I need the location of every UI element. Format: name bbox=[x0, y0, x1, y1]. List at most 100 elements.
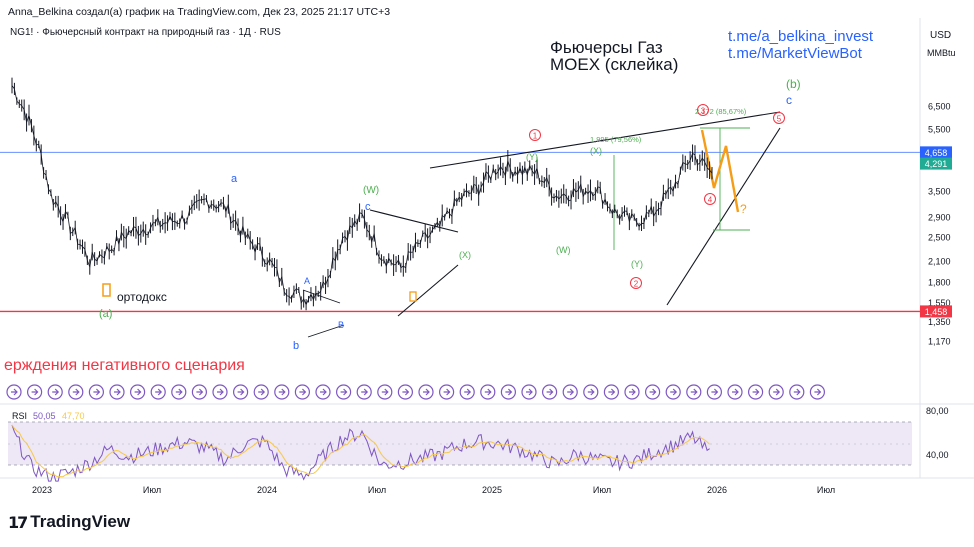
fib-label-left: 1,995 (79,56%) bbox=[590, 135, 642, 144]
event-marker-arrow-icon bbox=[278, 388, 286, 396]
tradingview-logo[interactable]: 17 TradingView bbox=[8, 512, 130, 532]
event-marker-arrow-icon bbox=[464, 388, 472, 396]
rsi-level-lower: 40,00 bbox=[926, 450, 949, 460]
event-marker-arrow-icon bbox=[649, 388, 657, 396]
tradingview-logo-text: TradingView bbox=[30, 512, 131, 531]
wave-c-left: c bbox=[365, 201, 371, 213]
price-line bbox=[11, 85, 713, 306]
event-marker-arrow-icon bbox=[443, 388, 451, 396]
event-marker-arrow-icon bbox=[72, 388, 80, 396]
event-marker-arrow-icon bbox=[732, 388, 739, 396]
event-marker-arrow-icon bbox=[155, 388, 163, 396]
svg-text:4: 4 bbox=[708, 196, 713, 205]
event-marker-arrow-icon bbox=[237, 388, 245, 396]
rsi-ma-value: 47,70 bbox=[62, 411, 85, 421]
event-marker-arrow-icon bbox=[773, 388, 781, 396]
event-marker-arrow-icon bbox=[526, 388, 533, 396]
symbol-line: NG1! · Фьючерсный контракт на природный … bbox=[10, 27, 281, 38]
event-marker-arrow-icon bbox=[608, 388, 616, 396]
x-tick-label: 2023 bbox=[32, 485, 52, 495]
y-tick-label: 2,500 bbox=[928, 233, 951, 243]
rsi-band bbox=[8, 422, 912, 465]
wave-c-right: c bbox=[786, 93, 792, 107]
wave-W-mid: (W) bbox=[556, 245, 571, 255]
event-marker-arrow-icon bbox=[814, 388, 822, 396]
event-marker-arrow-icon bbox=[670, 388, 678, 396]
event-marker-arrow-icon bbox=[31, 388, 39, 396]
x-tick-label: Июл bbox=[368, 485, 386, 495]
rsi-level-upper: 80,00 bbox=[926, 406, 949, 416]
y-tick-label: 3,500 bbox=[928, 187, 951, 197]
y-tick-label: 2,100 bbox=[928, 256, 951, 266]
event-marker-arrow-icon bbox=[505, 388, 513, 396]
wedge-top-line bbox=[302, 289, 341, 304]
chart-attribution: Anna_Belkina создал(а) график на Trading… bbox=[8, 6, 391, 18]
y-tick-label: 1,550 bbox=[928, 298, 951, 308]
price-marker-label: 4,291 bbox=[925, 159, 948, 169]
wave-b-right: (b) bbox=[786, 77, 801, 91]
event-marker-arrow-icon bbox=[752, 388, 760, 396]
x-tick-label: Июл bbox=[143, 485, 161, 495]
event-marker-arrow-icon bbox=[711, 388, 719, 396]
event-marker-arrow-icon bbox=[381, 388, 389, 396]
link-telegram-1[interactable]: t.me/a_belkina_invest bbox=[728, 28, 874, 45]
event-marker-arrow-icon bbox=[320, 388, 327, 396]
price-pane bbox=[0, 48, 920, 368]
chart-title-line2: MOEX (склейка) bbox=[550, 55, 678, 74]
price-marker-badge bbox=[920, 157, 952, 170]
x-tick-label: 2024 bbox=[257, 485, 277, 495]
rsi-label: RSI bbox=[12, 411, 27, 421]
x-tick-label: 2026 bbox=[707, 485, 727, 495]
event-marker-arrow-icon bbox=[567, 388, 575, 396]
event-marker-arrow-icon bbox=[423, 388, 430, 396]
event-marker-arrow-icon bbox=[175, 388, 183, 396]
rsi-series bbox=[11, 424, 710, 482]
event-marker-arrow-icon bbox=[93, 388, 101, 396]
axis-unit: MMBtu bbox=[927, 48, 956, 58]
wave-a-left: (a) bbox=[99, 308, 112, 320]
wave-X-left: (X) bbox=[459, 250, 471, 260]
event-marker-arrow-icon bbox=[793, 388, 801, 396]
y-tick-label: 6,500 bbox=[928, 102, 951, 112]
wave-Y-top: (Y) bbox=[526, 152, 538, 162]
event-marker-arrow-icon bbox=[484, 388, 492, 396]
wave-Y-right: (Y) bbox=[631, 259, 643, 269]
svg-text:5: 5 bbox=[777, 115, 782, 124]
wave-a-top: a bbox=[231, 173, 238, 185]
label-negative-scenario: ерждения негативного сценария bbox=[4, 357, 245, 374]
triangle-top-line bbox=[369, 209, 459, 233]
price-marker-label: 4,658 bbox=[925, 148, 948, 158]
circle-wave-1: 1 bbox=[529, 129, 541, 141]
event-marker-arrow-icon bbox=[52, 388, 60, 396]
event-marker-row bbox=[6, 384, 826, 400]
circle-wave-5: 5 bbox=[773, 112, 785, 124]
event-marker-arrow-icon bbox=[11, 388, 18, 396]
label-ortodox: ортодокс bbox=[117, 290, 167, 304]
event-marker-arrow-icon bbox=[299, 388, 307, 396]
x-axis-ticks: 2023 Июл 2024 Июл 2025 Июл 2026 Июл bbox=[32, 485, 835, 495]
y-tick-label: 5,500 bbox=[928, 125, 951, 135]
y-tick-label: 1,170 bbox=[928, 337, 951, 347]
triangle-marker bbox=[409, 291, 417, 302]
event-marker-arrow-icon bbox=[587, 388, 595, 396]
wave-A-label: A bbox=[304, 276, 310, 286]
axis-currency: USD bbox=[930, 30, 951, 41]
upper-trend-line bbox=[429, 111, 781, 169]
wave-b-bottom: b bbox=[293, 340, 299, 352]
event-marker-arrow-icon bbox=[546, 388, 554, 396]
event-marker-arrow-icon bbox=[258, 388, 266, 396]
event-marker-arrow-icon bbox=[114, 388, 121, 396]
y-tick-label: 2,900 bbox=[928, 212, 951, 222]
circle-wave-4: 4 bbox=[704, 193, 716, 205]
wave-X-top: (X) bbox=[590, 146, 602, 156]
event-marker-arrow-icon bbox=[361, 388, 369, 396]
event-marker-arrow-icon bbox=[690, 388, 698, 396]
ortodox-marker bbox=[102, 283, 111, 297]
circle-wave-2: 2 bbox=[630, 277, 642, 289]
wedge-bottom-line bbox=[307, 324, 345, 338]
link-telegram-2[interactable]: t.me/MarketViewBot bbox=[728, 45, 863, 62]
svg-text:2: 2 bbox=[634, 280, 639, 289]
